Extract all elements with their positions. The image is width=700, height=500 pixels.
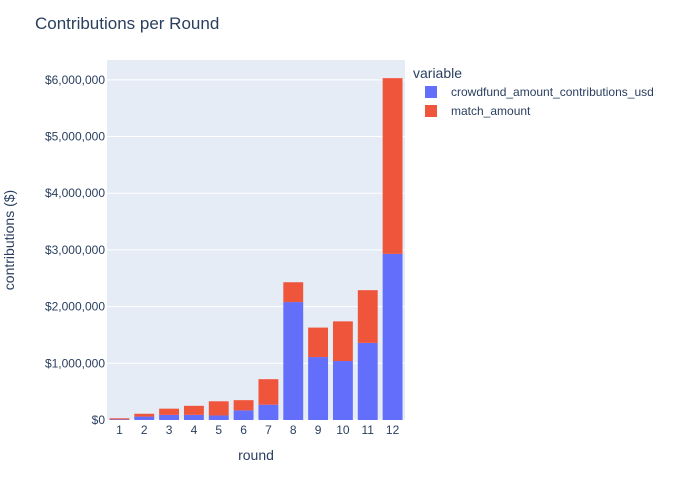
bar-match-round-11 <box>357 290 378 343</box>
y-tick-label: $3,000,000 <box>45 243 105 257</box>
x-tick-label: 10 <box>336 423 350 437</box>
x-tick-label: 9 <box>315 423 322 437</box>
bars <box>109 78 403 420</box>
x-tick-label: 6 <box>240 423 247 437</box>
bar-crowdfund-round-7 <box>258 404 279 420</box>
y-tick-label: $6,000,000 <box>45 73 105 87</box>
x-tick-label: 2 <box>141 423 148 437</box>
bar-crowdfund-round-8 <box>283 302 304 420</box>
bar-match-round-2 <box>134 413 155 417</box>
bar-match-round-5 <box>208 401 229 416</box>
legend-label: match_amount <box>451 104 531 118</box>
bar-crowdfund-round-12 <box>382 253 403 420</box>
y-tick-label: $1,000,000 <box>45 356 105 370</box>
bar-crowdfund-round-1 <box>109 419 130 420</box>
bar-crowdfund-round-6 <box>233 410 254 420</box>
bar-crowdfund-round-11 <box>357 342 378 420</box>
x-tick-label: 12 <box>386 423 400 437</box>
legend: variable crowdfund_amount_contributions_… <box>413 65 654 118</box>
y-tick-label: $5,000,000 <box>45 130 105 144</box>
legend-swatch <box>425 86 437 98</box>
bar-match-round-4 <box>183 405 204 415</box>
bar-match-round-3 <box>159 408 180 415</box>
bar-crowdfund-round-4 <box>183 414 204 420</box>
legend-swatch <box>425 105 437 117</box>
bar-match-round-10 <box>332 321 353 362</box>
y-tick-label: $4,000,000 <box>45 186 105 200</box>
x-tick-label: 1 <box>116 423 123 437</box>
x-tick-label: 11 <box>362 423 375 437</box>
bar-crowdfund-round-10 <box>332 361 353 420</box>
bar-match-round-8 <box>283 282 304 303</box>
y-axis-title: contributions ($) <box>1 190 17 290</box>
x-tick-label: 4 <box>191 423 198 437</box>
x-tick-label: 3 <box>166 423 173 437</box>
y-axis-ticks: $0 $1,000,000 $2,000,000 $3,000,000 $4,000,0… <box>45 73 105 427</box>
x-axis-ticks: 1 2 3 4 5 6 7 8 9 10 11 12 <box>116 423 400 437</box>
bar-crowdfund-round-2 <box>134 416 155 420</box>
bar-match-round-6 <box>233 400 254 411</box>
legend-label: crowdfund_amount_contributions_usd <box>451 85 654 99</box>
x-tick-label: 7 <box>265 423 272 437</box>
x-axis-title: round <box>238 447 274 463</box>
bar-crowdfund-round-5 <box>208 415 229 420</box>
bar-crowdfund-round-3 <box>159 414 180 420</box>
x-tick-label: 8 <box>290 423 297 437</box>
y-tick-label: $2,000,000 <box>45 300 105 314</box>
legend-title: variable <box>413 65 462 81</box>
bar-match-round-9 <box>308 327 329 358</box>
x-tick-label: 5 <box>215 423 222 437</box>
plot-area <box>107 60 405 420</box>
bar-crowdfund-round-9 <box>308 357 329 420</box>
gridlines <box>107 79 405 421</box>
chart-title: Contributions per Round <box>35 14 219 33</box>
bar-match-round-12 <box>382 78 403 254</box>
bar-match-round-1 <box>109 418 130 420</box>
y-tick-label: $0 <box>92 413 106 427</box>
bar-match-round-7 <box>258 379 279 405</box>
